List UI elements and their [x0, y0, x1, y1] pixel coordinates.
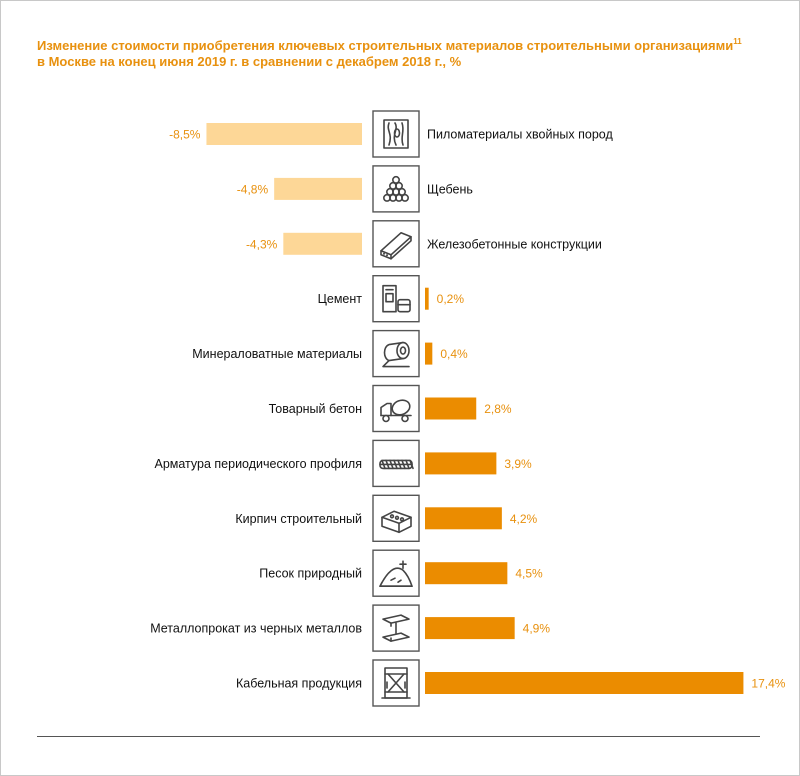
bottom-divider [37, 736, 760, 737]
category-label: Кирпич строительный [235, 512, 362, 526]
chart-row: -4,8% Щебень [237, 165, 473, 213]
chart-row: 4,9% Металлопрокат из черных металлов [150, 604, 551, 652]
title-line-2: в Москве на конец июня 2019 г. в сравнен… [37, 54, 462, 69]
value-label: 4,2% [510, 512, 538, 526]
category-label: Металлопрокат из черных металлов [150, 622, 362, 636]
category-label: Арматура периодического профиля [154, 457, 362, 471]
chart-row: 4,5% Песок природный [259, 549, 543, 597]
value-label: -4,3% [246, 237, 278, 251]
bar [425, 507, 502, 530]
chart-row: -4,3% Железобетонные конструкции [246, 220, 602, 268]
chart-row: 3,9% Арматура периодического профиля [154, 439, 532, 488]
value-label: 17,4% [751, 677, 785, 691]
category-label: Кабельная продукция [236, 677, 362, 691]
steel-beam-icon [372, 604, 420, 652]
category-label: Минераловатные материалы [192, 347, 362, 361]
crushed-stone-icon [372, 165, 420, 213]
concrete-slab-icon [372, 220, 420, 268]
mineral-wool-roll-icon [372, 329, 420, 378]
chart-row: 0,2% Цемент [318, 275, 465, 323]
bar [425, 562, 508, 585]
category-label: Песок природный [259, 567, 362, 581]
chart-title: Изменение стоимости приобретения ключевы… [37, 34, 777, 70]
cement-icon [372, 275, 420, 323]
category-label: Железобетонные конструкции [427, 237, 602, 251]
bar [425, 672, 744, 694]
value-label: 2,8% [484, 402, 512, 416]
footnote-ref: 11 [733, 37, 742, 46]
value-label: 4,9% [523, 622, 551, 636]
value-label: 0,2% [437, 292, 465, 306]
bar [425, 617, 515, 640]
bar [425, 287, 429, 310]
value-label: -4,8% [237, 182, 269, 196]
title-line-1: Изменение стоимости приобретения ключевы… [37, 38, 734, 53]
value-label: 4,5% [515, 567, 543, 581]
lumber-icon [372, 110, 420, 158]
category-label: Пиломатериалы хвойных пород [427, 128, 613, 142]
chart-row: 17,4% Кабельная продукция [236, 659, 786, 707]
category-label: Товарный бетон [269, 402, 362, 416]
value-label: 0,4% [440, 347, 468, 361]
value-label: 3,9% [504, 457, 532, 471]
cable-drum-icon [372, 659, 420, 707]
chart-row: 0,4% Минераловатные материалы [192, 329, 468, 378]
chart-row: -8,5% Пиломатериалы хвойных пород [169, 110, 613, 158]
category-label: Щебень [427, 182, 473, 196]
rebar-icon [372, 439, 420, 488]
chart-row: 4,2% Кирпич строительный [235, 494, 538, 542]
value-label: -8,5% [169, 128, 201, 142]
concrete-mixer-icon [372, 384, 420, 433]
category-label: Цемент [318, 292, 363, 306]
bar [283, 232, 362, 255]
sand-pile-icon [372, 549, 420, 597]
bar [425, 452, 497, 475]
bar [425, 342, 433, 365]
bar [274, 177, 362, 200]
bar [425, 397, 477, 420]
chart-row: 2,8% Товарный бетон [269, 384, 512, 433]
brick-icon [372, 494, 420, 542]
bar [206, 123, 362, 145]
